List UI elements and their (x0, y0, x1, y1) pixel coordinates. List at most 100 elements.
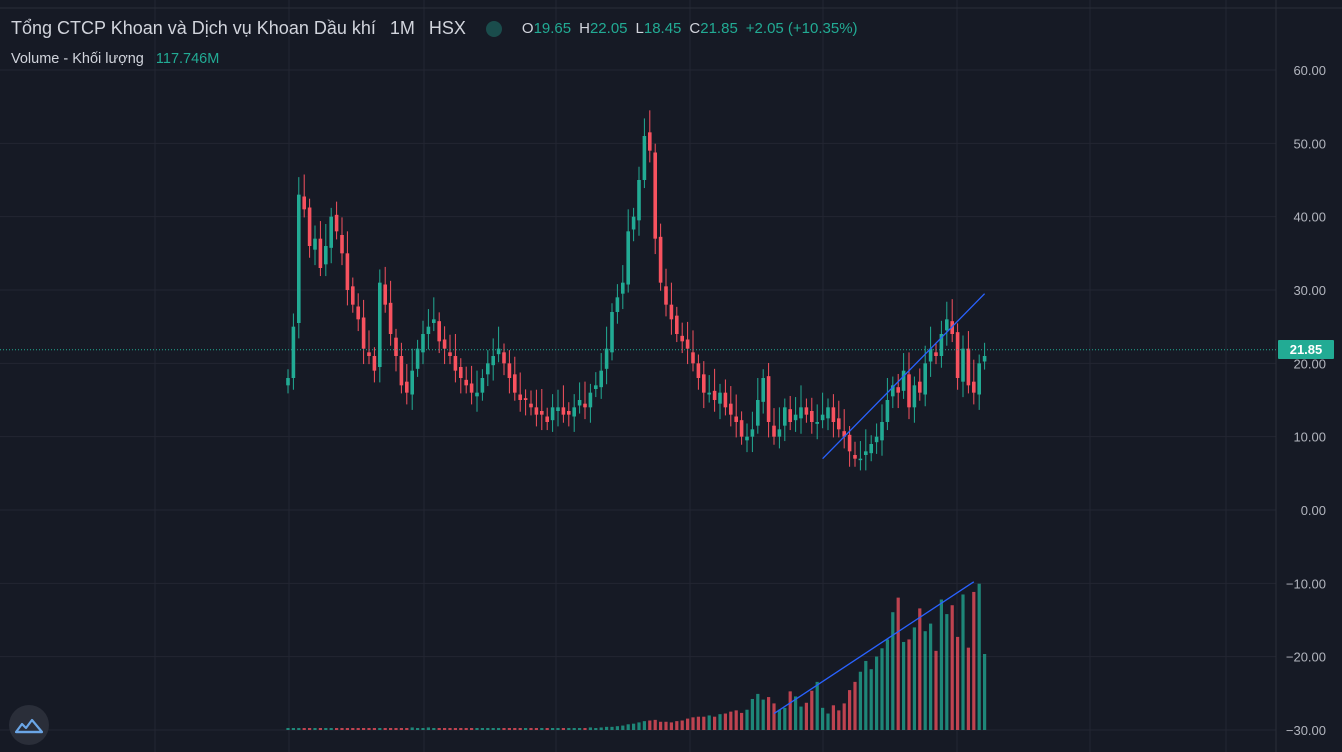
logo-mountain-icon (15, 718, 43, 734)
candle-body (459, 367, 463, 378)
volume-bar (480, 728, 484, 730)
candle-body (756, 400, 760, 426)
volume-bar (313, 728, 317, 730)
volume-bar (362, 728, 366, 730)
volume-bar (567, 728, 571, 730)
exchange-label[interactable]: HSX (428, 18, 466, 38)
volume-bar (761, 699, 765, 730)
y-axis-tick-label: 60.00 (1293, 63, 1326, 78)
volume-bar (664, 721, 668, 730)
volume-bar (610, 726, 614, 730)
candle-body (540, 411, 544, 415)
candle-body (502, 352, 506, 364)
candle-body (324, 246, 328, 265)
volume-bar (626, 724, 630, 730)
candle-body (831, 407, 836, 422)
symbol-legend: Tổng CTCP Khoan và Dịch vụ Khoan Dầu khí… (11, 18, 858, 39)
candle-body (739, 420, 744, 437)
candle-body (799, 407, 803, 419)
candle-body (858, 458, 863, 461)
candle-body (486, 363, 490, 375)
candle-body (669, 304, 674, 320)
volume-bar (383, 728, 387, 730)
candle-body (810, 411, 814, 422)
volume-bar (842, 703, 846, 730)
volume-bar (578, 728, 582, 730)
volume-bar (864, 660, 868, 730)
volume-bar (497, 728, 501, 730)
volume-bar (621, 725, 625, 730)
candle-body (658, 236, 663, 283)
volume-bar (869, 669, 873, 730)
candle-body (847, 434, 852, 452)
candle-body (577, 400, 582, 406)
interval-label[interactable]: 1M (389, 18, 415, 38)
volume-label[interactable]: Volume - Khối lượng (11, 51, 144, 67)
candle-body (334, 214, 339, 232)
candle-body (507, 363, 512, 378)
low-label: L (635, 20, 644, 37)
candle-body (961, 348, 965, 382)
volume-bar (983, 654, 987, 730)
volume-bar (318, 728, 322, 730)
candle-body (351, 286, 355, 305)
volume-bar (556, 728, 560, 730)
volume-bar (723, 713, 727, 730)
volume-trendline (773, 581, 975, 715)
symbol-name[interactable]: Tổng CTCP Khoan và Dịch vụ Khoan Dầu khí (11, 18, 376, 38)
tradingview-logo-icon[interactable] (9, 705, 49, 745)
candle-body (783, 407, 787, 426)
candle-body (837, 418, 841, 430)
candle-body (534, 407, 539, 415)
candle-body (966, 348, 971, 386)
volume-bar (513, 728, 517, 730)
volume-bar (421, 728, 425, 730)
candle-body (599, 370, 603, 388)
market-status-icon[interactable] (485, 20, 502, 37)
volume-bar (729, 711, 733, 730)
candle-body (696, 363, 701, 378)
candle-body (572, 407, 576, 417)
candle-body (928, 348, 933, 362)
volume-bar (740, 712, 744, 730)
candle-body (896, 387, 900, 393)
candle-body (421, 334, 425, 353)
candle-body (864, 451, 868, 455)
candle-body (972, 381, 976, 393)
volume-bar (783, 707, 787, 730)
candle-body (329, 216, 333, 248)
change-value: +2.05 (+10.35%) (745, 20, 858, 37)
volume-bar (939, 599, 943, 730)
candle-body (707, 392, 711, 395)
candle-body (907, 374, 911, 408)
volume-bar (615, 726, 619, 730)
candle-body (702, 374, 706, 393)
volume-bar (950, 605, 954, 730)
candle-body (772, 425, 776, 437)
volume-bar (750, 698, 754, 730)
candle-body (621, 282, 625, 294)
candle-body (583, 403, 587, 408)
candle-body (626, 231, 630, 285)
volume-bar (297, 728, 301, 730)
volume-bar (977, 583, 981, 730)
volume-bar (745, 709, 749, 730)
candle-body (518, 394, 522, 400)
price-trendline (822, 293, 986, 460)
candle-body (480, 378, 485, 393)
candle-body (475, 392, 479, 397)
volume-bar (475, 728, 479, 730)
candle-body (685, 339, 690, 349)
volume-bar (486, 728, 490, 730)
candle-body (410, 370, 414, 395)
candle-body (750, 429, 755, 437)
volume-bar (702, 716, 706, 730)
volume-bar (529, 728, 533, 730)
volume-bar (972, 591, 976, 730)
volume-bar (734, 710, 738, 730)
volume-bar (345, 728, 349, 730)
candle-body (761, 378, 765, 402)
volume-bar (826, 713, 830, 730)
